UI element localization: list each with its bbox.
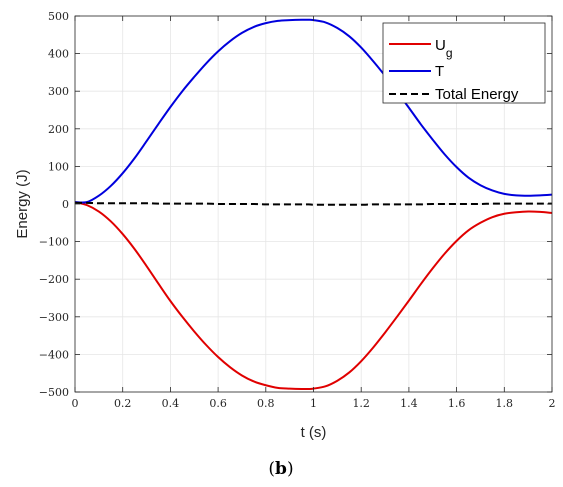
x-tick-label: 0.2 — [114, 397, 132, 410]
x-tick-labels: 0 0.2 0.4 0.6 0.8 1 1.2 1.4 1.6 1.8 2 — [72, 397, 556, 410]
legend-label-ug: Ug — [435, 37, 453, 60]
y-tick-label: 300 — [48, 85, 69, 98]
y-tick-label: 0 — [62, 198, 69, 211]
x-tick-label: 0.4 — [162, 397, 180, 410]
legend: Ug T Total Energy — [382, 22, 546, 104]
legend-label-total-energy: Total Energy — [435, 86, 519, 103]
y-tick-label: −500 — [39, 386, 69, 399]
y-tick-label: 100 — [48, 160, 69, 173]
x-tick-label: 1.2 — [352, 397, 370, 410]
x-tick-label: 0 — [72, 397, 79, 410]
x-tick-label: 1.4 — [400, 397, 418, 410]
series-group — [74, 18, 553, 391]
series-line-ug — [74, 201, 553, 391]
ticks — [74, 15, 553, 393]
series-line-t — [74, 18, 553, 204]
x-tick-label: 0.6 — [209, 397, 227, 410]
y-tick-label: −300 — [39, 311, 69, 324]
y-axis-label: Energy (J) — [14, 169, 31, 238]
x-tick-label: 1.6 — [448, 397, 466, 410]
series-line-total-energy — [74, 201, 552, 206]
y-tick-label: 200 — [48, 123, 69, 136]
x-axis-label: t (s) — [301, 424, 327, 441]
legend-box — [382, 22, 546, 104]
y-tick-labels: 500 400 300 200 100 0 −100 −200 −300 −400 −500 — [39, 10, 69, 399]
y-tick-label: −400 — [39, 348, 69, 361]
y-tick-label: 400 — [48, 48, 69, 61]
y-tick-label: −200 — [39, 273, 69, 286]
legend-label-t: T — [435, 63, 444, 80]
x-tick-label: 1.8 — [496, 397, 514, 410]
y-tick-label: 500 — [48, 10, 69, 23]
figure-caption: (b) — [268, 459, 293, 479]
x-tick-label: 2 — [549, 397, 556, 410]
x-tick-label: 1 — [310, 397, 317, 410]
x-tick-label: 0.8 — [257, 397, 275, 410]
legend-label-ug-subscript: g — [446, 46, 453, 60]
y-tick-label: −100 — [39, 236, 69, 249]
